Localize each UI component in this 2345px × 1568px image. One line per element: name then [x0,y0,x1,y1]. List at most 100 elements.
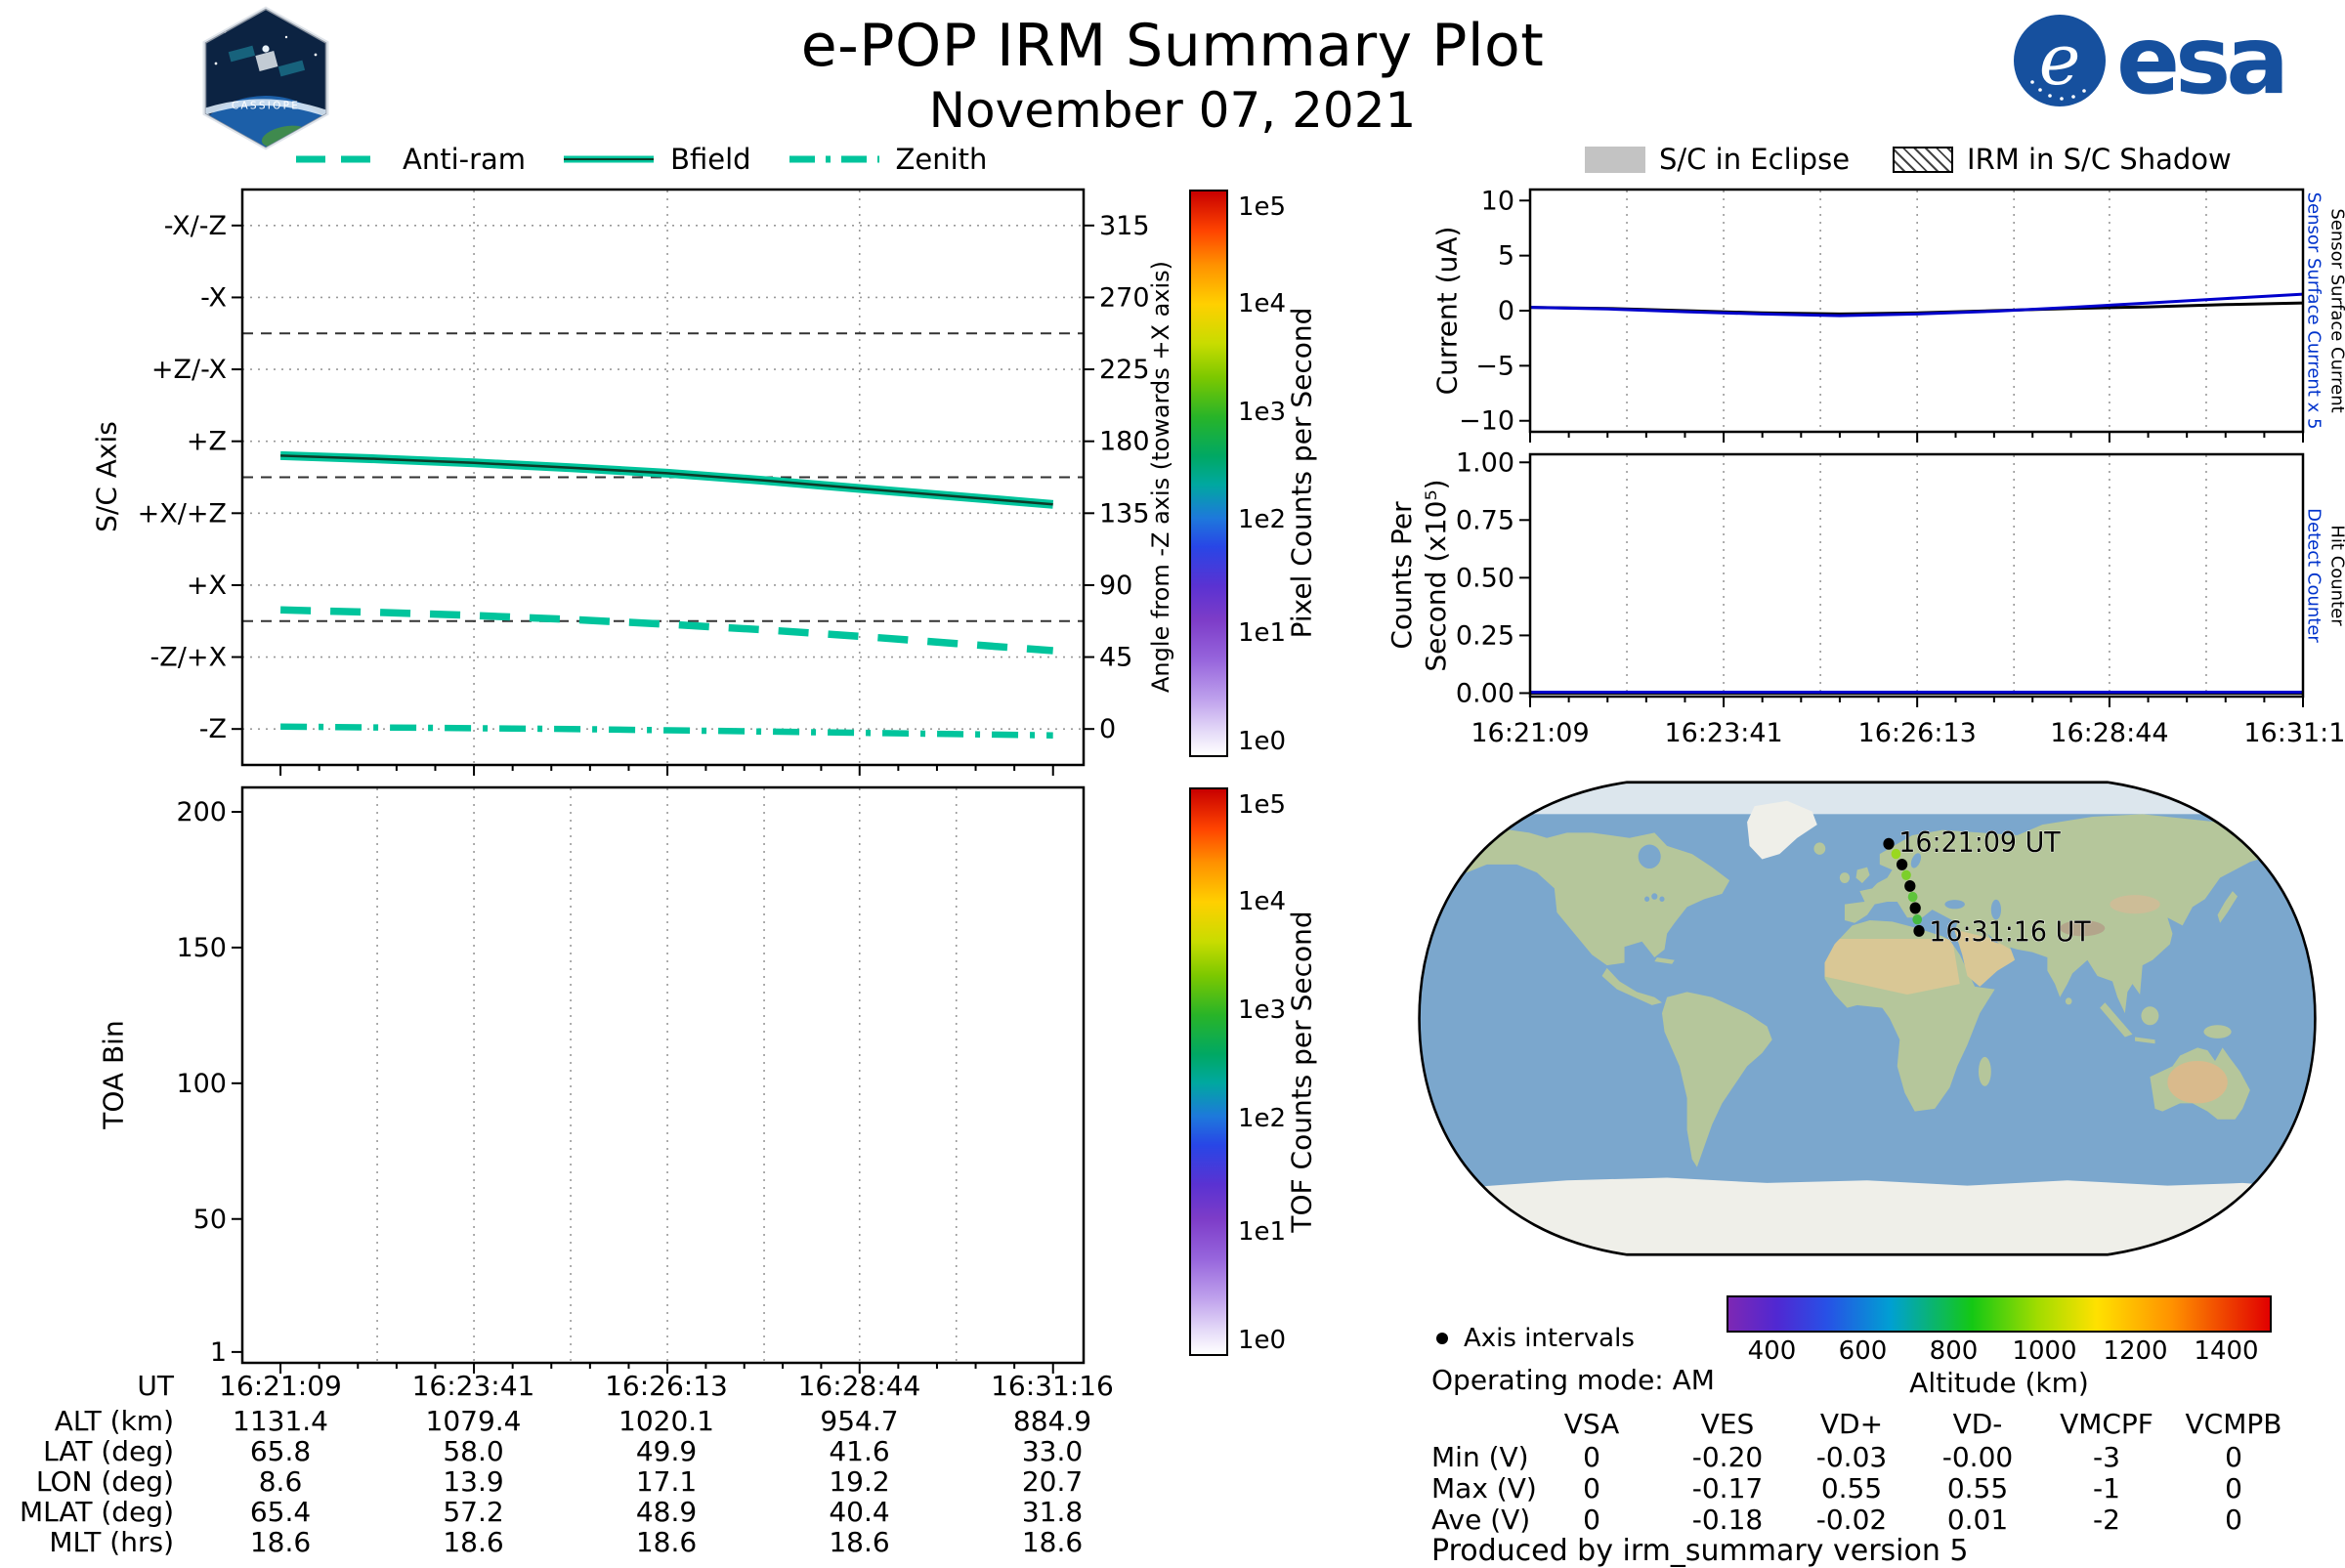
geo-value: 18.6 [188,1526,373,1559]
geo-row-label: MLAT (deg) [8,1496,174,1529]
tick-label: +X/+Z [138,498,227,529]
pixel-colorbar-label: Pixel Counts per Second [1286,308,1318,639]
tick-label: 315 [1099,211,1150,241]
geo-value: 954.7 [767,1405,953,1438]
tick-label: 0.00 [1456,678,1514,708]
sensor-surface-current-x5-label: Sensor Surface Current x 5 [2304,192,2324,430]
tick-label: +Z [187,427,227,457]
voltage-value: 0.01 [1909,1504,2046,1537]
geo-row-label: LON (deg) [8,1465,174,1499]
tick-label: 16:21:09 [1471,718,1589,748]
altitude-tick-label: 1400 [2178,1335,2276,1368]
tick-label: -Z/+X [150,643,227,673]
current-ylabel: Current (uA) [1431,227,1464,396]
geo-value: 17.1 [574,1465,759,1499]
counts-ylabel: Counts Per Second (x10⁵) [1385,479,1453,671]
tof-colorbar-label: TOF Counts per Second [1286,911,1318,1232]
voltage-value: 0 [2165,1504,2302,1537]
geo-value: 1020.1 [574,1405,759,1438]
tick-label: 16:28:44 [2050,718,2168,748]
geo-value: 16:28:44 [767,1370,953,1403]
geo-value: 1079.4 [381,1405,567,1438]
altitude-tick-label: 1000 [1996,1335,2094,1368]
colorbar-tick-label: 1e5 [1238,788,1286,822]
geo-value: 16:23:41 [381,1370,567,1403]
track-end-label: 16:31:16 UT [1929,915,2091,949]
colorbar-tick-label: 1e4 [1238,885,1286,918]
geo-value: 18.6 [574,1526,759,1559]
tick-label: 200 [176,797,227,827]
tick-label: 16:26:13 [1858,718,1977,748]
altitude-tick-label: 600 [1814,1335,1912,1368]
geo-value: 8.6 [188,1465,373,1499]
voltage-value: -0.20 [1659,1441,1796,1474]
tick-label: 0 [1099,714,1116,744]
voltage-value: 0 [2165,1472,2302,1505]
track-start-label: 16:21:09 UT [1898,826,2061,859]
geo-value: 13.9 [381,1465,567,1499]
geo-value: 19.2 [767,1465,953,1499]
voltage-col-header: VCMPB [2165,1408,2302,1441]
tick-label: 0.25 [1456,620,1514,651]
axis-intervals-label: Axis intervals [1464,1322,1635,1355]
voltage-value: 0 [1523,1441,1660,1474]
tick-label: 150 [176,933,227,963]
geo-value: 16:21:09 [188,1370,373,1403]
tick-label: 135 [1099,498,1150,529]
tick-label: 90 [1099,571,1132,601]
geo-value: 65.8 [188,1435,373,1468]
geo-value: 18.6 [767,1526,953,1559]
operating-mode-label: Operating mode: AM [1431,1364,1715,1397]
voltage-col-header: VD- [1909,1408,2046,1441]
tick-label: 0 [1498,296,1514,326]
hit-counter-label: Hit Counter [2327,525,2345,625]
toa-bin-ylabel: TOA Bin [98,1020,130,1128]
colorbar-tick-label: 1e2 [1238,1102,1286,1135]
voltage-value: 0 [1523,1504,1660,1537]
world-map: 16:21:09 UT 16:31:16 UT [1417,780,2318,1257]
colorbar-tick-label: 1e4 [1238,287,1286,320]
tick-label: -X/-Z [164,211,227,241]
altitude-colorbar [1727,1295,2272,1333]
geo-row-label: LAT (deg) [8,1435,174,1468]
tick-label: 0.50 [1456,563,1514,593]
colorbar-tick-label: 1e0 [1238,1324,1286,1357]
angle-axis-label: Angle from -Z axis (towards +X axis) [1147,261,1174,693]
tick-label: 1.00 [1456,447,1514,478]
voltage-value: -1 [2038,1472,2175,1505]
colorbar-tick-label: 1e1 [1238,1215,1286,1249]
tick-label: +Z/-X [151,355,227,385]
sc-axis-ylabel: S/C Axis [91,421,123,532]
tick-label: +X [187,571,227,601]
tick-label: 100 [176,1069,227,1099]
tick-label: -Z [199,714,227,744]
tick-label: −10 [1459,406,1514,437]
track-axis-point [1883,838,1894,850]
tick-label: 225 [1099,355,1150,385]
tick-label: 10 [1481,186,1514,216]
tick-label: 270 [1099,282,1150,313]
geo-value: 65.4 [188,1496,373,1529]
tick-label: 45 [1099,643,1132,673]
geo-value: 57.2 [381,1496,567,1529]
geo-value: 33.0 [959,1435,1145,1468]
track-altitude-point [1908,892,1918,902]
tick-label: 0.75 [1456,505,1514,535]
geo-value: 40.4 [767,1496,953,1529]
geo-value: 41.6 [767,1435,953,1468]
tof-colorbar [1189,787,1228,1356]
track-axis-point [1904,880,1915,892]
geo-row-label: UT [8,1370,174,1403]
voltage-value: -3 [2038,1441,2175,1474]
geo-value: 58.0 [381,1435,567,1468]
colorbar-tick-label: 1e3 [1238,994,1286,1027]
track-axis-point [1897,859,1907,870]
geo-value: 16:31:16 [959,1370,1145,1403]
colorbar-tick-label: 1e3 [1238,396,1286,429]
track-axis-point [1913,925,1924,937]
voltage-col-header: VES [1659,1408,1796,1441]
voltage-value: -0.17 [1659,1472,1796,1505]
geo-row-label: MLT (hrs) [8,1526,174,1559]
